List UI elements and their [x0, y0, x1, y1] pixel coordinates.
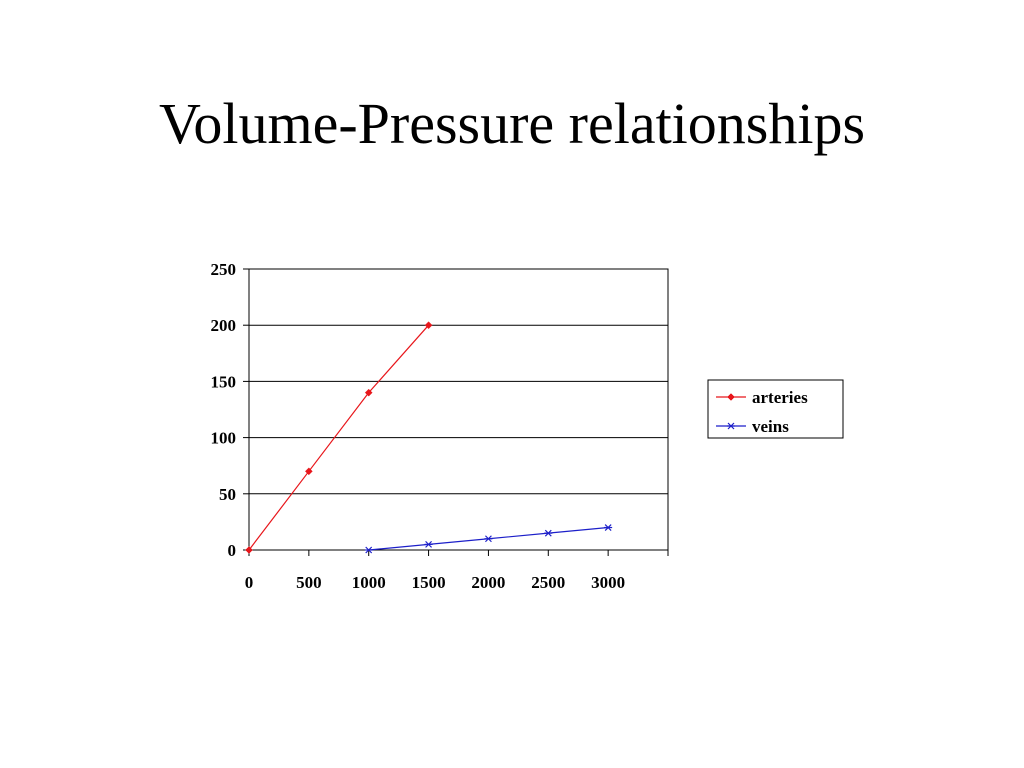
data-point-marker — [544, 529, 553, 537]
data-point-marker — [364, 388, 373, 397]
series-veins — [364, 524, 613, 554]
legend-label: arteries — [752, 388, 808, 407]
y-tick-label: 100 — [211, 429, 237, 448]
y-tick-label: 250 — [211, 260, 237, 279]
series-layer — [245, 321, 613, 554]
y-tick-label: 50 — [219, 485, 236, 504]
y-axis: 0 50 100 150 200 250 — [211, 260, 249, 560]
data-point-marker — [484, 535, 493, 543]
plot-area: 0 50 100 150 200 250 0 500 1000 1500 2000 2500 3000 — [211, 260, 669, 592]
data-point-marker — [604, 524, 613, 531]
legend-item-arteries: arteries — [716, 388, 808, 407]
legend: arteries veins — [707, 379, 844, 439]
x-tick-label: 1000 — [352, 573, 386, 592]
plot-frame — [248, 268, 669, 551]
y-tick-label: 150 — [211, 372, 237, 391]
x-tick-label: 2000 — [471, 573, 505, 592]
x-tick-label: 3000 — [591, 573, 625, 592]
x-tick-label: 1500 — [412, 573, 446, 592]
series-arteries — [245, 321, 433, 554]
data-point-marker — [727, 422, 735, 430]
series-line-arteries — [248, 324, 430, 551]
data-point-marker — [727, 393, 735, 401]
legend-item-veins: veins — [716, 417, 789, 436]
x-tick-label: 0 — [245, 573, 254, 592]
legend-label: veins — [752, 417, 789, 436]
gridlines — [249, 268, 668, 551]
data-point-marker — [245, 546, 253, 554]
data-point-marker — [305, 467, 313, 476]
x-axis: 0 500 1000 1500 2000 2500 3000 — [245, 550, 669, 592]
data-point-marker — [424, 321, 433, 330]
y-tick-label: 0 — [228, 541, 237, 560]
x-tick-label: 2500 — [531, 573, 565, 592]
legend-box — [707, 379, 844, 439]
y-tick-label: 200 — [211, 316, 237, 335]
data-point-marker — [364, 546, 373, 554]
data-point-marker — [424, 540, 433, 548]
x-tick-label: 500 — [296, 573, 322, 592]
slide-title: Volume-Pressure relationships — [158, 91, 866, 156]
